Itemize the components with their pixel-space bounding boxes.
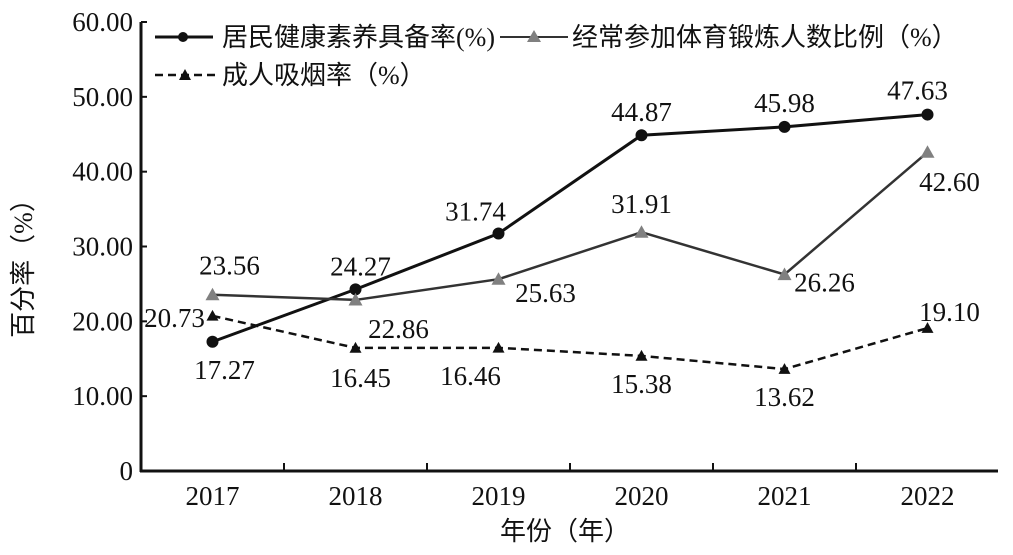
- data-point-triangle: [634, 225, 649, 238]
- data-point-triangle: [348, 292, 363, 306]
- data-label: 25.63: [515, 278, 576, 308]
- data-point-triangle: [492, 341, 505, 353]
- data-point-circle: [635, 129, 648, 142]
- y-tick-label: 40.00: [72, 157, 133, 187]
- data-label: 16.45: [330, 363, 391, 393]
- data-label: 16.46: [440, 361, 501, 391]
- data-label: 42.60: [919, 167, 980, 197]
- data-point-circle: [349, 283, 362, 296]
- data-point-circle: [778, 120, 791, 133]
- x-tick-label: 2018: [329, 481, 383, 511]
- y-tick-label: 50.00: [72, 82, 133, 112]
- y-axis-title: 百分率（%）: [9, 186, 38, 338]
- x-tick-label: 2019: [472, 481, 526, 511]
- x-tick-label: 2020: [615, 481, 669, 511]
- data-label: 24.27: [330, 251, 391, 281]
- data-point-triangle: [205, 287, 220, 301]
- x-tick-label: 2022: [901, 481, 955, 511]
- data-point-circle: [492, 227, 505, 240]
- data-point-triangle: [920, 145, 935, 158]
- data-point-triangle: [921, 322, 934, 333]
- legend-marker-triangle-black: [179, 69, 191, 80]
- legend-marker-triangle-gray: [527, 30, 541, 42]
- data-label: 26.26: [794, 267, 855, 297]
- x-tick-label: 2021: [758, 481, 812, 511]
- data-label: 45.98: [754, 88, 815, 118]
- data-label: 31.74: [445, 196, 506, 226]
- data-label: 19.10: [919, 297, 980, 327]
- data-label: 22.86: [368, 314, 429, 344]
- data-label: 20.73: [144, 303, 205, 333]
- y-tick-label: 20.00: [72, 306, 133, 336]
- data-point-triangle: [635, 349, 648, 361]
- data-label: 44.87: [611, 97, 672, 127]
- legend-marker-circle: [178, 32, 188, 42]
- y-tick-label: 0: [120, 456, 134, 486]
- data-label: 15.38: [611, 369, 672, 399]
- data-point-triangle: [206, 309, 219, 321]
- y-tick-label: 60.00: [72, 7, 133, 37]
- y-tick-label: 30.00: [72, 232, 133, 262]
- legend-label-health-literacy: 居民健康素养具备率(%): [222, 23, 495, 52]
- series-line-2: [212, 314, 928, 371]
- x-tick-label: 2017: [186, 481, 240, 511]
- data-label: 13.62: [754, 382, 815, 412]
- y-tick-label: 10.00: [72, 381, 133, 411]
- data-label: 17.27: [194, 355, 255, 385]
- data-point-triangle: [491, 272, 506, 285]
- series-line-1: [212, 151, 929, 302]
- data-label: 31.91: [611, 189, 672, 219]
- data-label: 47.63: [887, 76, 948, 106]
- legend-label-exercise: 经常参加体育锻炼人数比例（%）: [572, 23, 958, 52]
- x-axis-title: 年份（年）: [500, 517, 630, 546]
- data-point-circle: [921, 108, 934, 121]
- data-point-circle: [206, 335, 219, 348]
- legend: 居民健康素养具备率(%) 经常参加体育锻炼人数比例（%） 成人吸烟率（%）: [155, 23, 958, 90]
- data-point-triangle: [349, 341, 362, 353]
- data-label: 23.56: [199, 251, 260, 281]
- legend-label-smoking: 成人吸烟率（%）: [222, 61, 426, 90]
- data-point-triangle: [777, 267, 792, 281]
- data-point-triangle: [778, 363, 791, 374]
